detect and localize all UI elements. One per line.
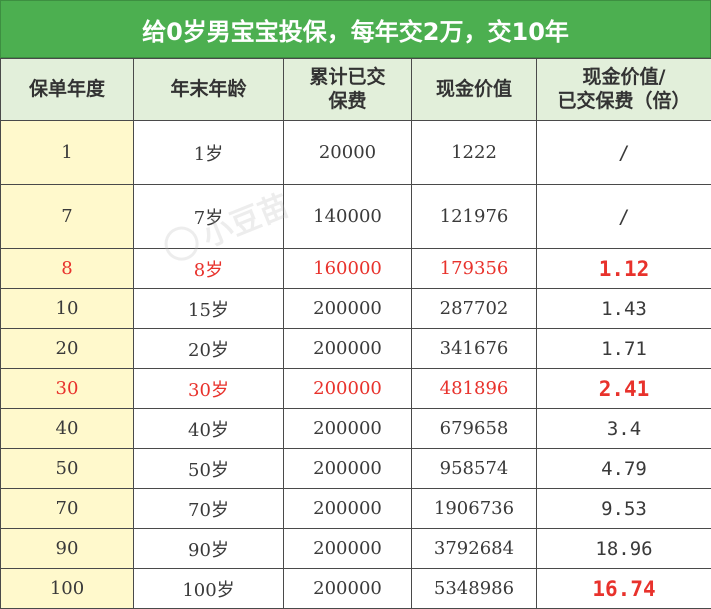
cell-cumulative-premium: 200000 xyxy=(283,528,412,569)
cell-policy-year: 100 xyxy=(0,568,134,609)
cell-age: 70岁 xyxy=(133,488,284,529)
cell-age: 8岁 xyxy=(133,248,284,289)
cell-ratio: 1.12 xyxy=(536,248,711,289)
cell-cumulative-premium: 20000 xyxy=(283,120,412,185)
cell-age: 40岁 xyxy=(133,408,284,449)
cell-age: 50岁 xyxy=(133,448,284,489)
cell-cash-value: 679658 xyxy=(411,408,537,449)
cell-ratio: / xyxy=(536,184,711,249)
header-policy-year: 保单年度 xyxy=(0,58,134,121)
cell-cumulative-premium: 200000 xyxy=(283,488,412,529)
header-label: 现金价值/已交保费（倍） xyxy=(557,65,691,112)
cell-ratio: 9.53 xyxy=(536,488,711,529)
cell-policy-year: 70 xyxy=(0,488,134,529)
cell-ratio: 4.79 xyxy=(536,448,711,489)
cell-cash-value: 1906736 xyxy=(411,488,537,529)
cell-policy-year: 90 xyxy=(0,528,134,569)
cell-policy-year: 20 xyxy=(0,328,134,369)
cell-age: 7岁 xyxy=(133,184,284,249)
cell-cash-value: 1222 xyxy=(411,120,537,185)
cell-ratio: 1.43 xyxy=(536,288,711,329)
cell-cash-value: 341676 xyxy=(411,328,537,369)
header-label: 现金价值 xyxy=(435,77,512,100)
cell-cumulative-premium: 160000 xyxy=(283,248,412,289)
cell-age: 30岁 xyxy=(133,368,284,409)
cell-age: 15岁 xyxy=(133,288,284,329)
cell-cumulative-premium: 200000 xyxy=(283,448,412,489)
header-cash-value: 现金价值 xyxy=(411,58,537,121)
cell-ratio: 1.71 xyxy=(536,328,711,369)
cell-age: 100岁 xyxy=(133,568,284,609)
header-age: 年末年龄 xyxy=(133,58,284,121)
table-row: 90 90岁 200000 3792684 18.96 xyxy=(0,528,711,569)
cell-cash-value: 958574 xyxy=(411,448,537,489)
cell-age: 1岁 xyxy=(133,120,284,185)
cell-ratio: 2.41 xyxy=(536,368,711,409)
cell-ratio: 18.96 xyxy=(536,528,711,569)
header-cumulative-premium: 累计已交 保费 xyxy=(283,58,412,121)
cell-policy-year: 50 xyxy=(0,448,134,489)
cell-cumulative-premium: 200000 xyxy=(283,328,412,369)
cell-policy-year: 40 xyxy=(0,408,134,449)
cell-cumulative-premium: 200000 xyxy=(283,408,412,449)
table-row: 30 30岁 200000 481896 2.41 xyxy=(0,368,711,409)
cell-cumulative-premium: 200000 xyxy=(283,368,412,409)
table-row: 1 1岁 20000 1222/ xyxy=(0,120,711,185)
cell-cumulative-premium: 140000 xyxy=(283,184,412,249)
cell-cash-value: 5348986 xyxy=(411,568,537,609)
table-row: 10 15岁 200000 287702 1.43 xyxy=(0,288,711,329)
cell-policy-year: 10 xyxy=(0,288,134,329)
cell-policy-year: 7 xyxy=(0,184,134,249)
cell-cash-value: 179356 xyxy=(411,248,537,289)
table-row: 8 8岁 160000 179356 1.12 xyxy=(0,248,711,289)
table-row: 40 40岁 200000 679658 3.4 xyxy=(0,408,711,449)
cell-ratio: 16.74 xyxy=(536,568,711,609)
header-label: 累计已交 保费 xyxy=(309,65,386,112)
table-row: 100 100岁 200000 5348986 16.74 xyxy=(0,568,711,609)
cell-age: 20岁 xyxy=(133,328,284,369)
cell-policy-year: 1 xyxy=(0,120,134,185)
cell-cumulative-premium: 200000 xyxy=(283,568,412,609)
cell-age: 90岁 xyxy=(133,528,284,569)
cell-policy-year: 30 xyxy=(0,368,134,409)
header-row: 保单年度 年末年龄 累计已交 保费 现金价值 现金价值/已交保费（倍） xyxy=(0,58,711,121)
cell-policy-year: 8 xyxy=(0,248,134,289)
header-label: 年末年龄 xyxy=(170,77,247,100)
table-row: 50 50岁 200000 958574 4.79 xyxy=(0,448,711,489)
table-title: 给0岁男宝宝投保，每年交2万，交10年 xyxy=(0,0,711,58)
cash-value-table: 保单年度 年末年龄 累计已交 保费 现金价值 现金价值/已交保费（倍） 1 1岁 20… xyxy=(0,58,711,609)
header-ratio: 现金价值/已交保费（倍） xyxy=(536,58,711,121)
table-row: 20 20岁 200000 341676 1.71 xyxy=(0,328,711,369)
cell-cash-value: 287702 xyxy=(411,288,537,329)
table-row: 7 7岁 140000 121976/ xyxy=(0,184,711,249)
cell-cash-value: 3792684 xyxy=(411,528,537,569)
table-row: 70 70岁 200000 1906736 9.53 xyxy=(0,488,711,529)
cell-ratio: 3.4 xyxy=(536,408,711,449)
cell-ratio: / xyxy=(536,120,711,185)
header-label: 保单年度 xyxy=(28,77,105,100)
cell-cash-value: 481896 xyxy=(411,368,537,409)
table-body: 1 1岁 20000 1222/7 7岁 140000 121976/8 8岁 160000 17… xyxy=(0,120,711,609)
cell-cumulative-premium: 200000 xyxy=(283,288,412,329)
cell-cash-value: 121976 xyxy=(411,184,537,249)
